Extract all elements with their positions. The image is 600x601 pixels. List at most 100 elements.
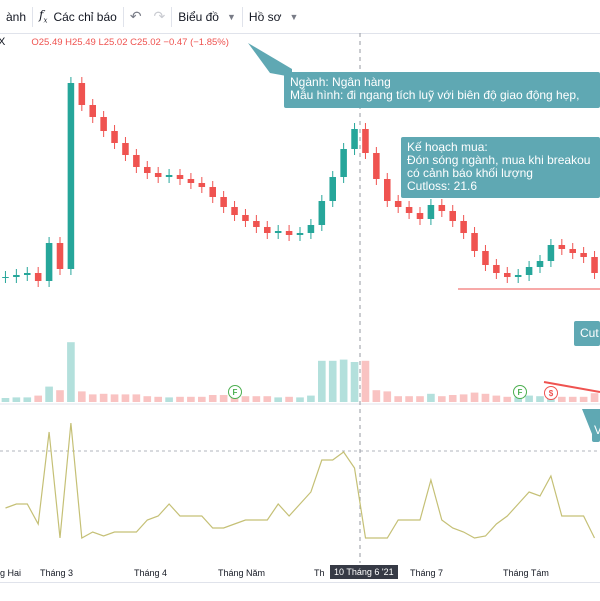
candle-body — [329, 177, 336, 201]
chart-menu-button[interactable]: Biểu đồ ▼ — [172, 0, 242, 33]
candle-body — [307, 225, 315, 233]
dividend-flag[interactable]: $ — [544, 386, 558, 400]
sector-callout-line2: Mẫu hình: đi ngang tích luỹ với biên độ … — [290, 88, 580, 102]
candle-body — [231, 207, 238, 215]
volume-bar — [394, 396, 402, 402]
volume-bar — [525, 395, 533, 402]
candle-body — [111, 131, 118, 143]
candle-body — [154, 173, 162, 177]
volume-bar — [78, 391, 86, 402]
cut-callout[interactable]: Cut — [574, 321, 600, 346]
axis-label: Tháng 3 — [40, 568, 74, 578]
volume-bar — [296, 397, 304, 402]
candle-body — [133, 155, 140, 167]
legend-open: O25.49 — [31, 36, 63, 48]
axis-label: g Hai — [0, 568, 22, 578]
candle-body — [514, 275, 522, 277]
toolbar-divider — [122, 6, 124, 27]
volume-bar — [154, 396, 162, 402]
legend-low: L25.02 — [98, 36, 128, 48]
top-toolbar: ành fx Các chỉ báo ↶ ↷ Biểu đồ ▼ Hồ sơ ▼ — [0, 0, 600, 34]
indicators-button[interactable]: fx Các chỉ báo — [33, 0, 123, 33]
volume-bar — [274, 397, 282, 402]
candle-body — [438, 205, 446, 211]
sector-menu[interactable]: ành — [0, 0, 32, 33]
v-callout[interactable]: V — [592, 420, 600, 442]
volume-bar — [339, 359, 348, 402]
candle-body — [285, 231, 293, 235]
redo-icon[interactable]: ↷ — [153, 8, 166, 24]
candle-body — [427, 205, 435, 219]
candle-body — [580, 253, 587, 257]
toolbar-divider — [171, 6, 173, 27]
bottom-bar — [0, 582, 600, 601]
candle-body — [318, 201, 326, 225]
sector-callout[interactable]: Ngành: Ngân hàng Mẫu hình: đi ngang tích… — [284, 72, 600, 108]
earnings-flag[interactable]: F — [513, 385, 527, 399]
candle-body — [525, 267, 533, 275]
volume-bar — [503, 396, 512, 402]
candle-body — [569, 249, 576, 253]
profile-menu-button[interactable]: Hồ sơ ▼ — [243, 0, 304, 33]
axis-label: Tháng 4 — [134, 568, 168, 578]
candle-body — [34, 273, 42, 281]
volume-bar — [328, 360, 337, 402]
volume-bar — [121, 394, 130, 402]
candle-body — [394, 201, 402, 207]
candle-body — [89, 105, 96, 117]
volume-bar — [34, 395, 42, 402]
volume-bar — [481, 393, 490, 402]
candle-body — [405, 207, 413, 213]
candle-body — [100, 117, 107, 131]
volume-bar — [492, 395, 501, 402]
close-icon[interactable]: X — [0, 36, 6, 48]
earnings-flag[interactable]: F — [228, 385, 242, 399]
candle-body — [2, 277, 9, 278]
candle-body — [362, 129, 369, 153]
candle-body — [460, 221, 467, 233]
volume-bar — [241, 396, 250, 402]
candle-body — [122, 143, 129, 155]
oscillator-line — [5, 422, 596, 539]
plan-callout-line2: Đón sóng ngành, mua khi breakou — [407, 153, 591, 167]
candle-body — [242, 215, 249, 221]
volume-bar — [459, 394, 468, 402]
candle-body — [449, 211, 456, 221]
candle-body — [165, 175, 173, 177]
crosshair-time-label: 10 Tháng 6 '21 — [330, 565, 398, 579]
candle-body — [547, 245, 555, 261]
candle-body — [351, 129, 358, 149]
legend-close: C25.02 — [130, 36, 161, 48]
chevron-down-icon: ▼ — [289, 11, 299, 22]
sector-menu-label: ành — [6, 9, 27, 24]
volume-bar — [67, 342, 75, 402]
volume-bar — [99, 393, 108, 402]
chart-menu-label: Biểu đồ — [178, 9, 219, 24]
volume-bar — [416, 396, 424, 402]
price-chart[interactable] — [0, 33, 600, 563]
candle-body — [384, 179, 391, 201]
chevron-down-icon: ▼ — [226, 11, 236, 22]
candle-body — [504, 273, 511, 277]
volume-bar — [514, 397, 522, 402]
candle-body — [56, 243, 64, 269]
plan-callout-line1: Kế hoạch mua: — [407, 140, 488, 154]
toolbar-divider — [32, 6, 34, 27]
candle-body — [296, 233, 304, 235]
candle-body — [67, 83, 75, 269]
volume-bar — [45, 386, 53, 402]
plan-callout-line4: Cutloss: 21.6 — [407, 179, 478, 193]
sector-callout-pointer — [248, 43, 292, 77]
candle-body — [198, 183, 206, 187]
volume-bar — [263, 396, 272, 402]
volume-bar — [1, 398, 10, 402]
trend-line — [543, 381, 600, 393]
volume-bar — [361, 360, 370, 402]
plan-callout[interactable]: Kế hoạch mua: Đón sóng ngành, mua khi br… — [401, 137, 600, 198]
volume-bar — [350, 362, 359, 402]
undo-icon[interactable]: ↶ — [129, 8, 142, 24]
candle-body — [176, 175, 184, 179]
candle-body — [274, 231, 282, 233]
volume-bar — [405, 396, 413, 402]
volume-bar — [132, 394, 141, 402]
